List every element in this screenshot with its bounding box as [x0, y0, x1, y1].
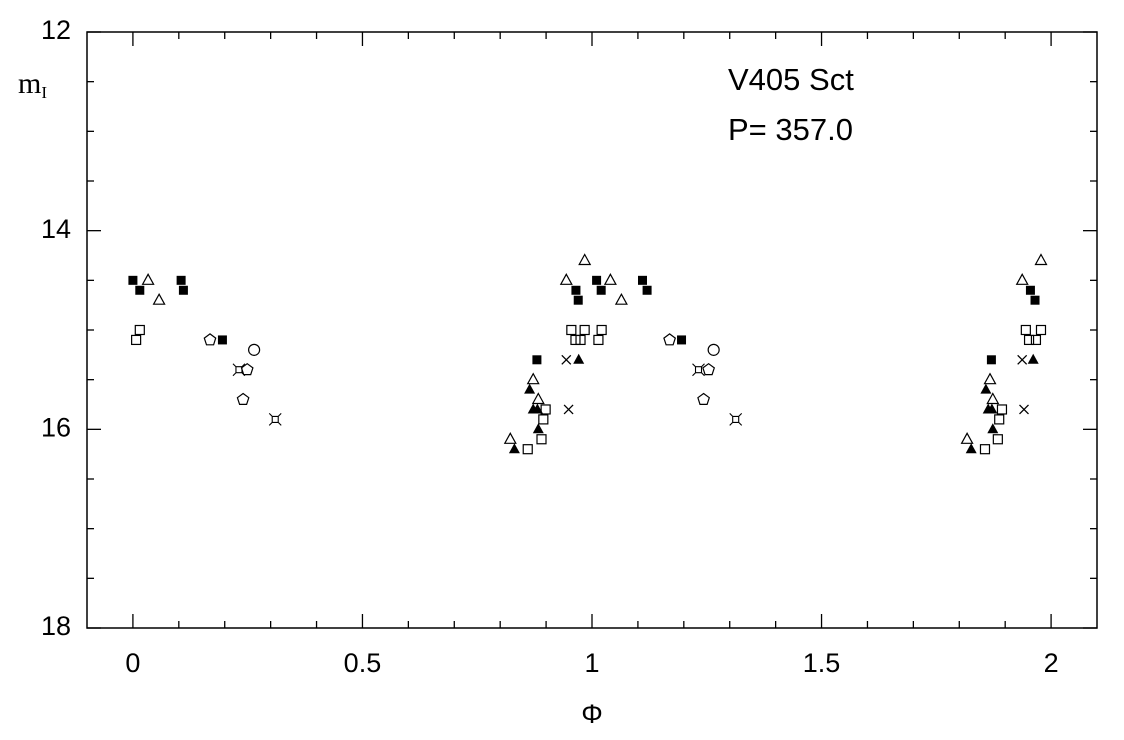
- point: [563, 404, 574, 415]
- point: [131, 334, 142, 346]
- point: [538, 414, 549, 425]
- point: [1035, 324, 1047, 336]
- point: [1034, 253, 1048, 266]
- point: [614, 292, 628, 305]
- point: [531, 403, 543, 414]
- point: [532, 423, 544, 434]
- point: [152, 292, 166, 305]
- point: [960, 432, 974, 444]
- point: [980, 383, 992, 394]
- y-tick-label: 14: [41, 214, 71, 244]
- y-tick-label: 18: [41, 611, 71, 641]
- point: [1020, 324, 1031, 336]
- point: [1025, 285, 1035, 295]
- point: [573, 353, 585, 364]
- point: [992, 434, 1003, 445]
- point: [536, 434, 547, 445]
- annotation: V405 Sct: [728, 62, 854, 97]
- point: [1023, 334, 1035, 346]
- point: [571, 285, 581, 295]
- point: [707, 343, 720, 356]
- point: [986, 355, 996, 365]
- point: [561, 354, 572, 365]
- x-tick-label: 0: [125, 648, 140, 678]
- point: [236, 392, 250, 405]
- point: [663, 333, 677, 346]
- point: [987, 423, 999, 434]
- point: [566, 324, 577, 336]
- point: [578, 253, 592, 266]
- point: [522, 444, 533, 455]
- point: [994, 414, 1005, 425]
- point: [579, 324, 590, 336]
- point: [729, 413, 743, 426]
- point: [638, 275, 647, 285]
- point: [677, 335, 687, 345]
- point: [503, 432, 517, 444]
- point: [526, 372, 540, 385]
- point: [135, 285, 145, 295]
- point: [986, 403, 998, 414]
- plot-frame: [86, 31, 1098, 629]
- point: [642, 285, 652, 295]
- point: [986, 392, 1000, 405]
- point: [531, 392, 545, 405]
- point: [996, 404, 1008, 415]
- point: [573, 295, 583, 305]
- point: [592, 275, 602, 285]
- point: [603, 273, 617, 285]
- y-tick-label: 12: [41, 15, 71, 45]
- point: [128, 275, 138, 285]
- point: [596, 285, 606, 295]
- point: [524, 383, 536, 394]
- y-axis-label: mI: [18, 67, 47, 102]
- point: [559, 273, 573, 285]
- point: [593, 334, 604, 346]
- point: [1019, 404, 1029, 415]
- point: [232, 363, 246, 377]
- x-tick-label: 1.5: [803, 648, 841, 678]
- point: [1027, 353, 1039, 364]
- point: [268, 413, 282, 426]
- point: [217, 335, 227, 345]
- point: [1030, 295, 1040, 305]
- point: [141, 273, 155, 285]
- point: [248, 343, 261, 356]
- point: [1017, 354, 1028, 365]
- point: [134, 324, 145, 336]
- x-tick-label: 1: [584, 648, 599, 678]
- y-tick-label: 16: [41, 412, 71, 442]
- x-tick-label: 2: [1044, 648, 1059, 678]
- point: [1015, 273, 1029, 285]
- point: [203, 333, 217, 346]
- point: [540, 404, 551, 415]
- y-label-main: m: [18, 67, 41, 100]
- point: [692, 363, 705, 377]
- point: [532, 355, 542, 365]
- x-tick-label: 0.5: [344, 648, 382, 678]
- point: [596, 324, 607, 336]
- point: [979, 444, 991, 455]
- point: [965, 443, 977, 454]
- annotation: P= 357.0: [728, 112, 853, 147]
- point: [697, 392, 711, 405]
- point: [508, 443, 520, 454]
- point: [1030, 334, 1042, 346]
- point: [178, 285, 188, 295]
- point: [176, 275, 186, 285]
- point: [983, 372, 997, 385]
- x-axis-label: Φ: [581, 699, 603, 729]
- y-label-subscript: I: [41, 83, 47, 102]
- point: [702, 362, 716, 376]
- point: [575, 334, 586, 346]
